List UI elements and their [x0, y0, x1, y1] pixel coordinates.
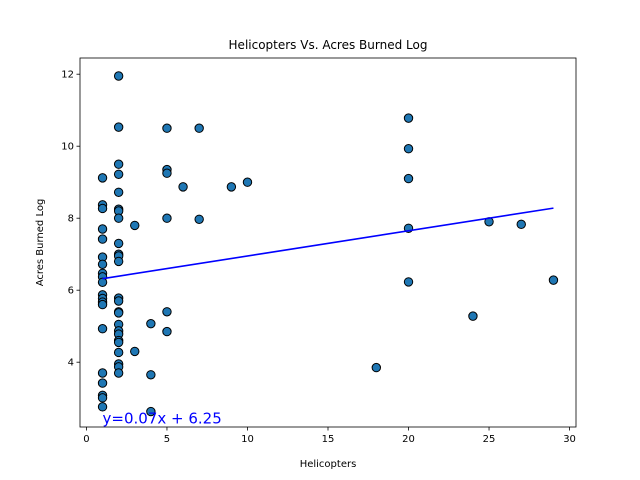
- data-point: [97, 234, 108, 244]
- y-axis-label: Acres Burned Log: [35, 199, 46, 287]
- data-point: [146, 406, 156, 417]
- data-point: [162, 307, 172, 317]
- data-point: [97, 378, 108, 388]
- y-tick-label: 12: [61, 70, 74, 81]
- data-point: [113, 368, 124, 378]
- plot-area: [80, 58, 576, 427]
- data-point: [113, 308, 124, 318]
- data-point: [178, 182, 188, 192]
- data-point: [194, 123, 204, 133]
- chart-title: Helicopters Vs. Acres Burned Log: [229, 38, 428, 52]
- data-point: [97, 173, 108, 183]
- regression-equation: y=0.07x + 6.25: [103, 409, 222, 427]
- regression-layer: [102, 207, 554, 280]
- data-point: [113, 347, 124, 358]
- data-point: [97, 368, 108, 378]
- y-tick-label: 4: [68, 358, 74, 369]
- data-point: [403, 277, 414, 287]
- data-point: [97, 299, 108, 310]
- data-point: [146, 370, 156, 380]
- data-point: [97, 224, 108, 234]
- data-point: [194, 214, 204, 224]
- y-tick-label: 8: [68, 214, 74, 225]
- data-point: [113, 238, 124, 249]
- data-point: [113, 187, 124, 197]
- data-point: [97, 277, 108, 287]
- data-point: [548, 275, 559, 285]
- data-point: [113, 122, 124, 132]
- data-point: [242, 177, 253, 187]
- data-point: [162, 168, 172, 178]
- x-tick-label: 20: [402, 434, 415, 445]
- data-point: [113, 256, 124, 267]
- x-tick-label: 10: [241, 434, 254, 445]
- y-axis: 4 6 8 10 12: [61, 70, 80, 369]
- data-point: [516, 219, 526, 230]
- data-point: [146, 318, 156, 329]
- data-point: [130, 346, 140, 357]
- data-point: [113, 213, 124, 223]
- data-point: [113, 169, 124, 179]
- data-point: [97, 402, 108, 412]
- data-point: [97, 203, 108, 214]
- x-tick-label: 5: [164, 434, 170, 445]
- data-point: [226, 182, 237, 192]
- data-point: [113, 71, 124, 81]
- data-point: [468, 311, 478, 321]
- data-point: [162, 123, 172, 133]
- data-point: [162, 326, 172, 337]
- data-point: [97, 259, 108, 269]
- data-point: [162, 213, 172, 223]
- data-point: [97, 393, 108, 403]
- regression-line: [102, 207, 554, 280]
- x-tick-label: 15: [322, 434, 335, 445]
- y-tick-label: 6: [68, 286, 74, 297]
- x-tick-label: 0: [83, 434, 89, 445]
- data-point: [97, 324, 108, 334]
- x-tick-label: 25: [483, 434, 496, 445]
- x-axis-label: Helicopters: [300, 459, 357, 470]
- data-point: [403, 144, 414, 154]
- x-tick-label: 30: [563, 434, 576, 445]
- data-point: [113, 159, 124, 169]
- data-point: [113, 296, 124, 306]
- data-point: [403, 113, 414, 123]
- data-point: [403, 173, 414, 184]
- points-layer: [97, 71, 559, 417]
- data-point: [371, 362, 382, 373]
- y-tick-label: 10: [61, 142, 74, 153]
- data-point: [130, 220, 140, 231]
- x-axis: 0 5 10 15 20 25 30: [83, 427, 576, 445]
- data-point: [113, 337, 124, 348]
